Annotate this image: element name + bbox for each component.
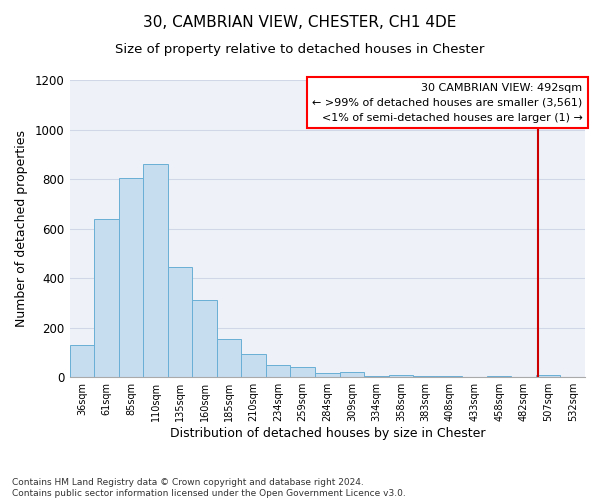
Bar bbox=[413, 376, 438, 377]
Bar bbox=[119, 178, 143, 377]
Bar bbox=[143, 164, 168, 377]
Y-axis label: Number of detached properties: Number of detached properties bbox=[15, 130, 28, 327]
Bar bbox=[340, 372, 364, 377]
Bar bbox=[364, 376, 389, 377]
Text: Contains HM Land Registry data © Crown copyright and database right 2024.
Contai: Contains HM Land Registry data © Crown c… bbox=[12, 478, 406, 498]
Text: 30 CAMBRIAN VIEW: 492sqm
← >99% of detached houses are smaller (3,561)
<1% of se: 30 CAMBRIAN VIEW: 492sqm ← >99% of detac… bbox=[312, 83, 583, 122]
Bar bbox=[290, 368, 315, 377]
Text: Size of property relative to detached houses in Chester: Size of property relative to detached ho… bbox=[115, 42, 485, 56]
Bar bbox=[487, 376, 511, 377]
Bar bbox=[438, 376, 462, 377]
Bar bbox=[94, 218, 119, 377]
Bar bbox=[192, 300, 217, 377]
X-axis label: Distribution of detached houses by size in Chester: Distribution of detached houses by size … bbox=[170, 427, 485, 440]
Bar bbox=[536, 375, 560, 377]
Bar bbox=[217, 339, 241, 377]
Bar bbox=[315, 374, 340, 377]
Bar bbox=[241, 354, 266, 377]
Text: 30, CAMBRIAN VIEW, CHESTER, CH1 4DE: 30, CAMBRIAN VIEW, CHESTER, CH1 4DE bbox=[143, 15, 457, 30]
Bar bbox=[266, 365, 290, 377]
Bar bbox=[70, 345, 94, 377]
Bar bbox=[168, 267, 192, 377]
Bar bbox=[389, 374, 413, 377]
